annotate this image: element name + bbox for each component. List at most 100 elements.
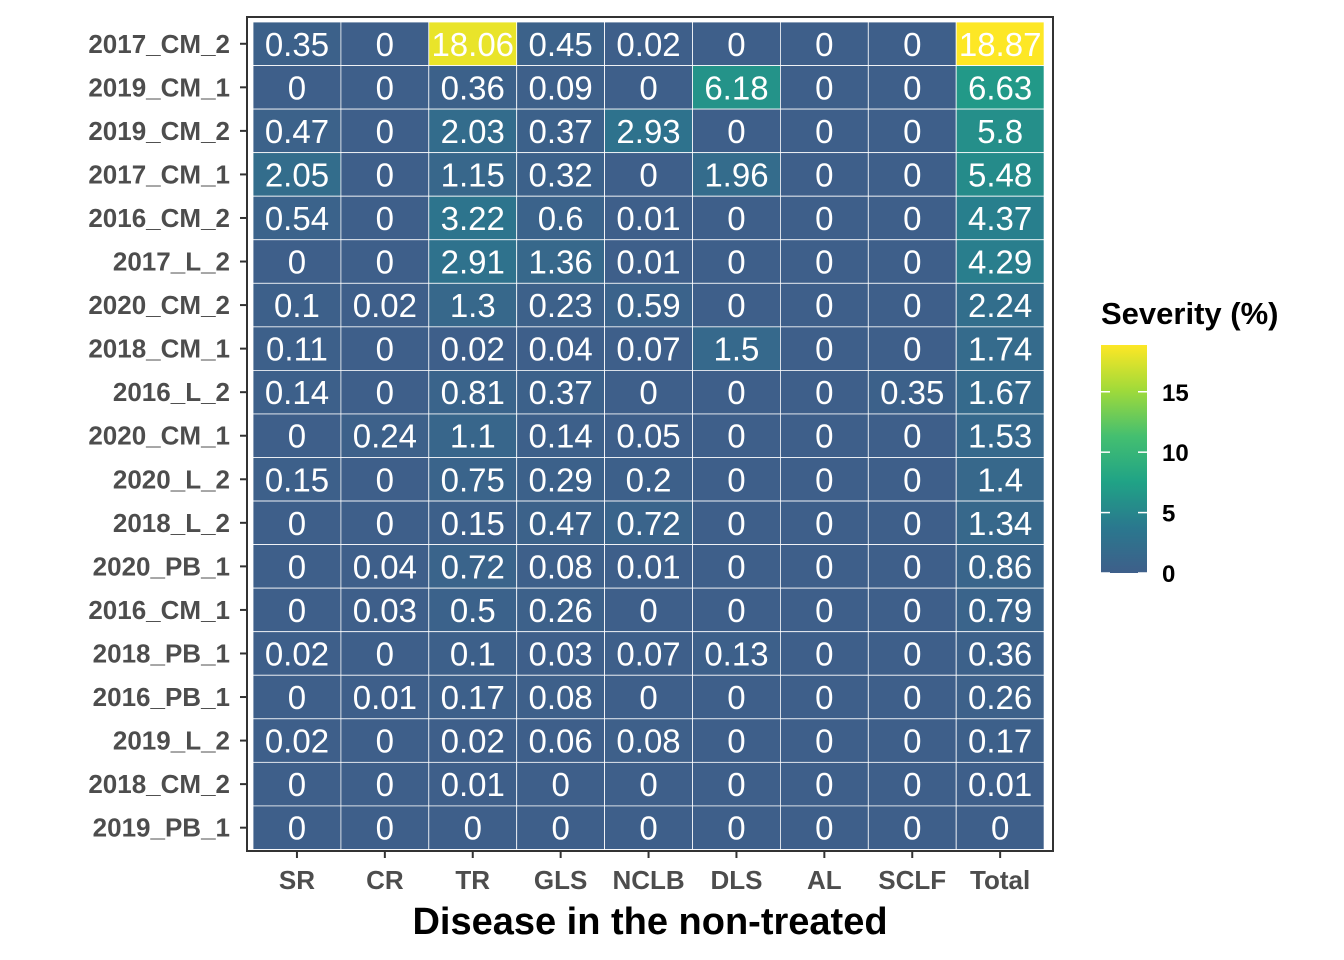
x-tick-label: Total bbox=[970, 865, 1030, 895]
cell-value-label: 0 bbox=[376, 26, 394, 63]
heatmap-cell bbox=[780, 544, 869, 589]
heatmap-cell bbox=[516, 369, 606, 415]
cell-value-label: 0.6 bbox=[538, 200, 584, 237]
y-tick-label: 2018_PB_1 bbox=[93, 638, 230, 668]
cell-value-label: 0 bbox=[376, 156, 394, 193]
cell-value-label: 0.36 bbox=[441, 69, 505, 106]
cell-value-label: 0.24 bbox=[353, 418, 417, 455]
cell-value-label: 4.29 bbox=[968, 244, 1032, 281]
heatmap-cell bbox=[604, 718, 693, 763]
heatmap-cell bbox=[252, 805, 342, 850]
x-tick-label: AL bbox=[807, 865, 842, 895]
cell-value-label: 0.47 bbox=[529, 505, 593, 542]
cell-value-label: 0 bbox=[815, 635, 833, 672]
cell-value-label: 0.2 bbox=[626, 461, 672, 498]
heatmap-cell bbox=[516, 457, 606, 502]
cell-value-label: 0 bbox=[464, 810, 482, 847]
heatmap-cell bbox=[516, 152, 606, 197]
cell-value-label: 2.24 bbox=[968, 287, 1032, 324]
heatmap-cell bbox=[955, 65, 1045, 110]
heatmap-cell bbox=[780, 282, 869, 328]
cell-value-label: 5.48 bbox=[968, 156, 1032, 193]
heatmap-cell bbox=[252, 587, 342, 633]
cell-value-label: 2.91 bbox=[441, 244, 505, 281]
heatmap-cell bbox=[692, 326, 781, 371]
cell-value-label: 1.67 bbox=[968, 374, 1032, 411]
legend-tick-label: 10 bbox=[1162, 440, 1189, 467]
cell-value-label: 0 bbox=[727, 374, 745, 411]
cell-value-label: 0 bbox=[727, 810, 745, 847]
cell-value-label: 0.36 bbox=[968, 635, 1032, 672]
cell-value-label: 0 bbox=[903, 592, 921, 629]
cell-value-label: 0.01 bbox=[353, 679, 417, 716]
heatmap-cell bbox=[955, 195, 1045, 241]
cell-value-label: 0.79 bbox=[968, 592, 1032, 629]
y-tick-label: 2019_CM_2 bbox=[88, 116, 230, 146]
cell-value-label: 0 bbox=[815, 374, 833, 411]
cell-value-label: 0.14 bbox=[265, 374, 329, 411]
heatmap-cell bbox=[955, 631, 1045, 676]
cell-value-label: 0.08 bbox=[616, 723, 680, 760]
heatmap-cell bbox=[955, 369, 1045, 415]
cell-value-label: 0.72 bbox=[616, 505, 680, 542]
cell-value-label: 0 bbox=[376, 69, 394, 106]
heatmap-cell bbox=[252, 326, 342, 371]
y-tick-label: 2020_CM_2 bbox=[88, 290, 230, 320]
cell-value-label: 0 bbox=[288, 548, 306, 585]
cell-value-label: 0 bbox=[639, 766, 657, 803]
heatmap-cell bbox=[692, 587, 781, 633]
cell-value-label: 0 bbox=[288, 418, 306, 455]
heatmap-cell bbox=[252, 239, 342, 284]
x-tick-label: DLS bbox=[710, 865, 762, 895]
y-tick-label: 2018_CM_1 bbox=[88, 334, 230, 364]
cell-value-label: 0.15 bbox=[441, 505, 505, 542]
heatmap-cell bbox=[604, 457, 693, 502]
cell-value-label: 0.45 bbox=[529, 26, 593, 63]
cell-value-label: 6.63 bbox=[968, 69, 1032, 106]
heatmap-cell bbox=[955, 674, 1045, 720]
y-tick-label: 2018_L_2 bbox=[113, 508, 230, 538]
cell-value-label: 0 bbox=[376, 505, 394, 542]
cell-value-label: 0 bbox=[727, 244, 745, 281]
cell-value-label: 0 bbox=[815, 592, 833, 629]
cell-value-label: 0 bbox=[903, 26, 921, 63]
x-tick-label: SCLF bbox=[878, 865, 946, 895]
heatmap-cell bbox=[867, 21, 957, 66]
cell-value-label: 0 bbox=[815, 679, 833, 716]
cell-value-label: 0.15 bbox=[265, 461, 329, 498]
cell-value-label: 0 bbox=[903, 244, 921, 281]
heatmap-cell bbox=[604, 587, 693, 633]
heatmap-cell bbox=[604, 544, 693, 589]
heatmap-cell bbox=[516, 761, 606, 807]
cell-value-label: 0 bbox=[903, 461, 921, 498]
y-tick-label: 2017_L_2 bbox=[113, 247, 230, 277]
legend-colorbar bbox=[1101, 345, 1147, 573]
cell-value-label: 0 bbox=[903, 766, 921, 803]
panel-border bbox=[246, 16, 1054, 852]
cell-value-label: 0.13 bbox=[704, 635, 768, 672]
heatmap-cell bbox=[780, 457, 869, 502]
heatmap-cell bbox=[428, 239, 518, 284]
heatmap-cell bbox=[516, 413, 606, 458]
heatmap-cell bbox=[516, 805, 606, 850]
heatmap-cell bbox=[692, 369, 781, 415]
cell-value-label: 0 bbox=[727, 548, 745, 585]
x-tick-label: TR bbox=[455, 865, 490, 895]
heatmap-cell bbox=[604, 21, 693, 66]
heatmap-cell bbox=[428, 65, 518, 110]
cell-value-label: 0 bbox=[815, 418, 833, 455]
y-tick-label: 2017_CM_1 bbox=[88, 159, 230, 189]
heatmap-cell bbox=[252, 152, 342, 197]
y-tick-label: 2019_L_2 bbox=[113, 726, 230, 756]
cell-value-label: 0 bbox=[639, 69, 657, 106]
cell-value-label: 0 bbox=[727, 461, 745, 498]
heatmap-cell bbox=[955, 587, 1045, 633]
cell-value-label: 0.01 bbox=[616, 548, 680, 585]
cell-value-label: 0 bbox=[288, 505, 306, 542]
heatmap-cell bbox=[340, 195, 430, 241]
cell-value-label: 0.17 bbox=[968, 723, 1032, 760]
heatmap-cell bbox=[516, 65, 606, 110]
cell-value-label: 0.02 bbox=[265, 723, 329, 760]
heatmap-cell bbox=[692, 805, 781, 850]
cell-value-label: 0 bbox=[727, 505, 745, 542]
